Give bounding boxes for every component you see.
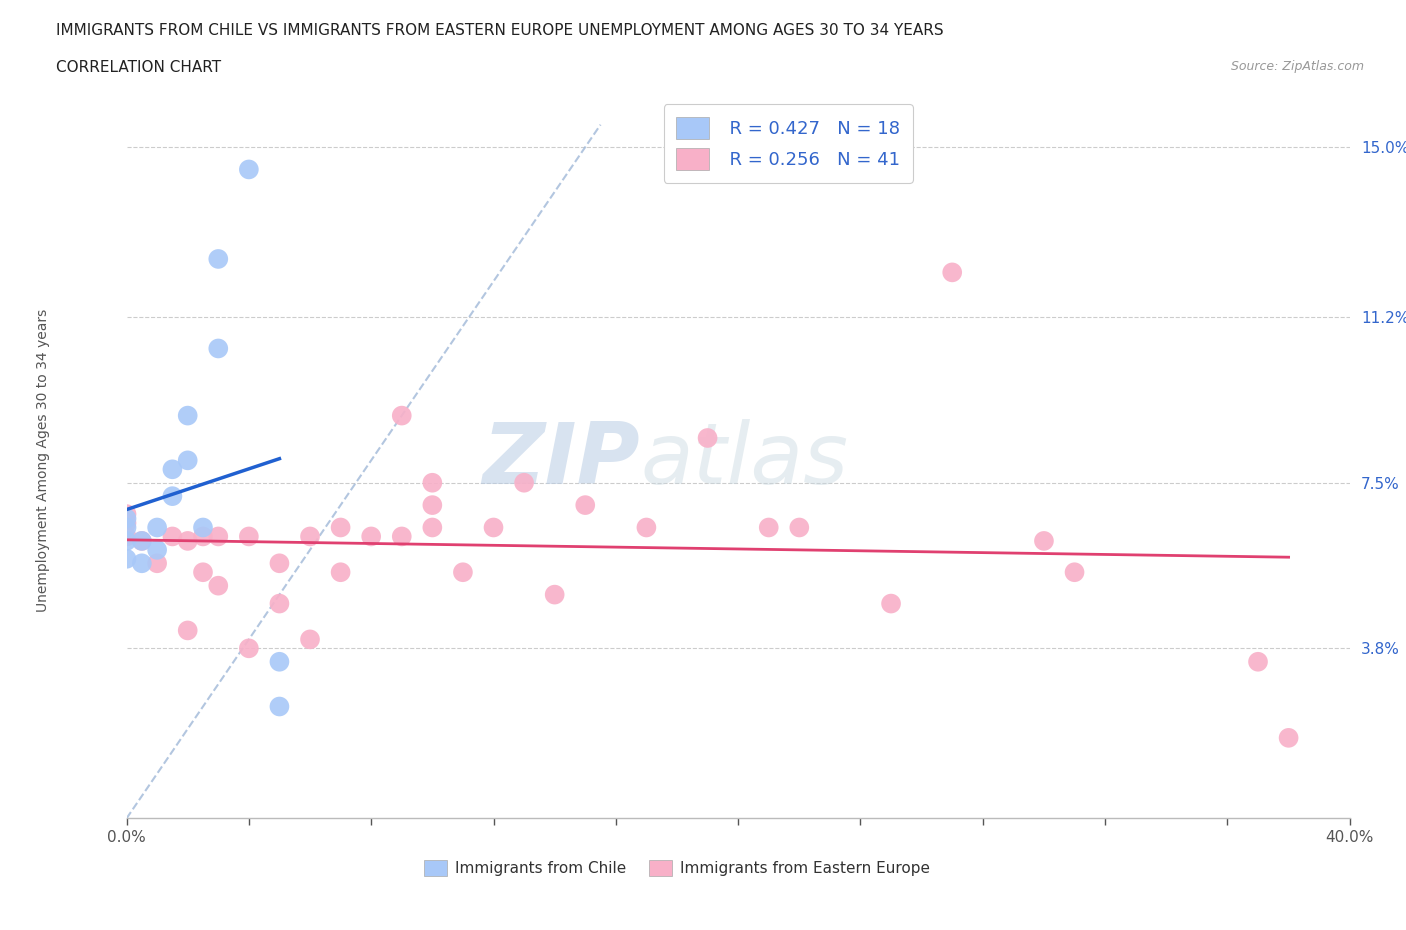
Point — [636, 520, 658, 535]
Point — [696, 431, 718, 445]
Point — [207, 341, 229, 356]
Point — [115, 520, 138, 535]
Point — [162, 462, 184, 477]
Point — [146, 556, 169, 571]
Point — [238, 641, 260, 656]
Point — [360, 529, 382, 544]
Point — [513, 475, 536, 490]
Point — [1033, 534, 1056, 549]
Point — [162, 529, 184, 544]
Point — [146, 520, 169, 535]
Point — [269, 699, 291, 714]
Point — [941, 265, 963, 280]
Legend: Immigrants from Chile, Immigrants from Eastern Europe: Immigrants from Chile, Immigrants from E… — [418, 854, 936, 883]
Point — [162, 489, 184, 504]
Point — [177, 408, 200, 423]
Point — [391, 529, 413, 544]
Point — [1247, 655, 1270, 670]
Text: ZIP: ZIP — [482, 418, 640, 502]
Point — [482, 520, 505, 535]
Point — [238, 529, 260, 544]
Point — [177, 623, 200, 638]
Text: Source: ZipAtlas.com: Source: ZipAtlas.com — [1230, 60, 1364, 73]
Point — [131, 534, 153, 549]
Point — [391, 408, 413, 423]
Point — [131, 534, 153, 549]
Point — [422, 475, 444, 490]
Point — [787, 520, 810, 535]
Point — [115, 551, 138, 566]
Point — [299, 529, 322, 544]
Point — [131, 556, 153, 571]
Point — [451, 565, 474, 579]
Point — [1063, 565, 1085, 579]
Y-axis label: Unemployment Among Ages 30 to 34 years: Unemployment Among Ages 30 to 34 years — [37, 309, 51, 612]
Point — [299, 632, 322, 647]
Point — [269, 556, 291, 571]
Point — [115, 534, 138, 549]
Point — [115, 515, 138, 530]
Point — [880, 596, 903, 611]
Point — [177, 453, 200, 468]
Text: CORRELATION CHART: CORRELATION CHART — [56, 60, 221, 75]
Point — [758, 520, 780, 535]
Point — [115, 529, 138, 544]
Point — [543, 587, 565, 602]
Point — [329, 565, 352, 579]
Point — [329, 520, 352, 535]
Point — [191, 529, 214, 544]
Point — [422, 520, 444, 535]
Point — [238, 162, 260, 177]
Point — [1277, 730, 1299, 745]
Point — [207, 578, 229, 593]
Text: atlas: atlas — [640, 418, 848, 502]
Point — [207, 251, 229, 266]
Point — [269, 596, 291, 611]
Point — [146, 542, 169, 557]
Point — [115, 507, 138, 522]
Point — [269, 655, 291, 670]
Point — [422, 498, 444, 512]
Point — [207, 529, 229, 544]
Point — [574, 498, 596, 512]
Text: IMMIGRANTS FROM CHILE VS IMMIGRANTS FROM EASTERN EUROPE UNEMPLOYMENT AMONG AGES : IMMIGRANTS FROM CHILE VS IMMIGRANTS FROM… — [56, 23, 943, 38]
Point — [191, 520, 214, 535]
Point — [191, 565, 214, 579]
Point — [115, 512, 138, 526]
Point — [177, 534, 200, 549]
